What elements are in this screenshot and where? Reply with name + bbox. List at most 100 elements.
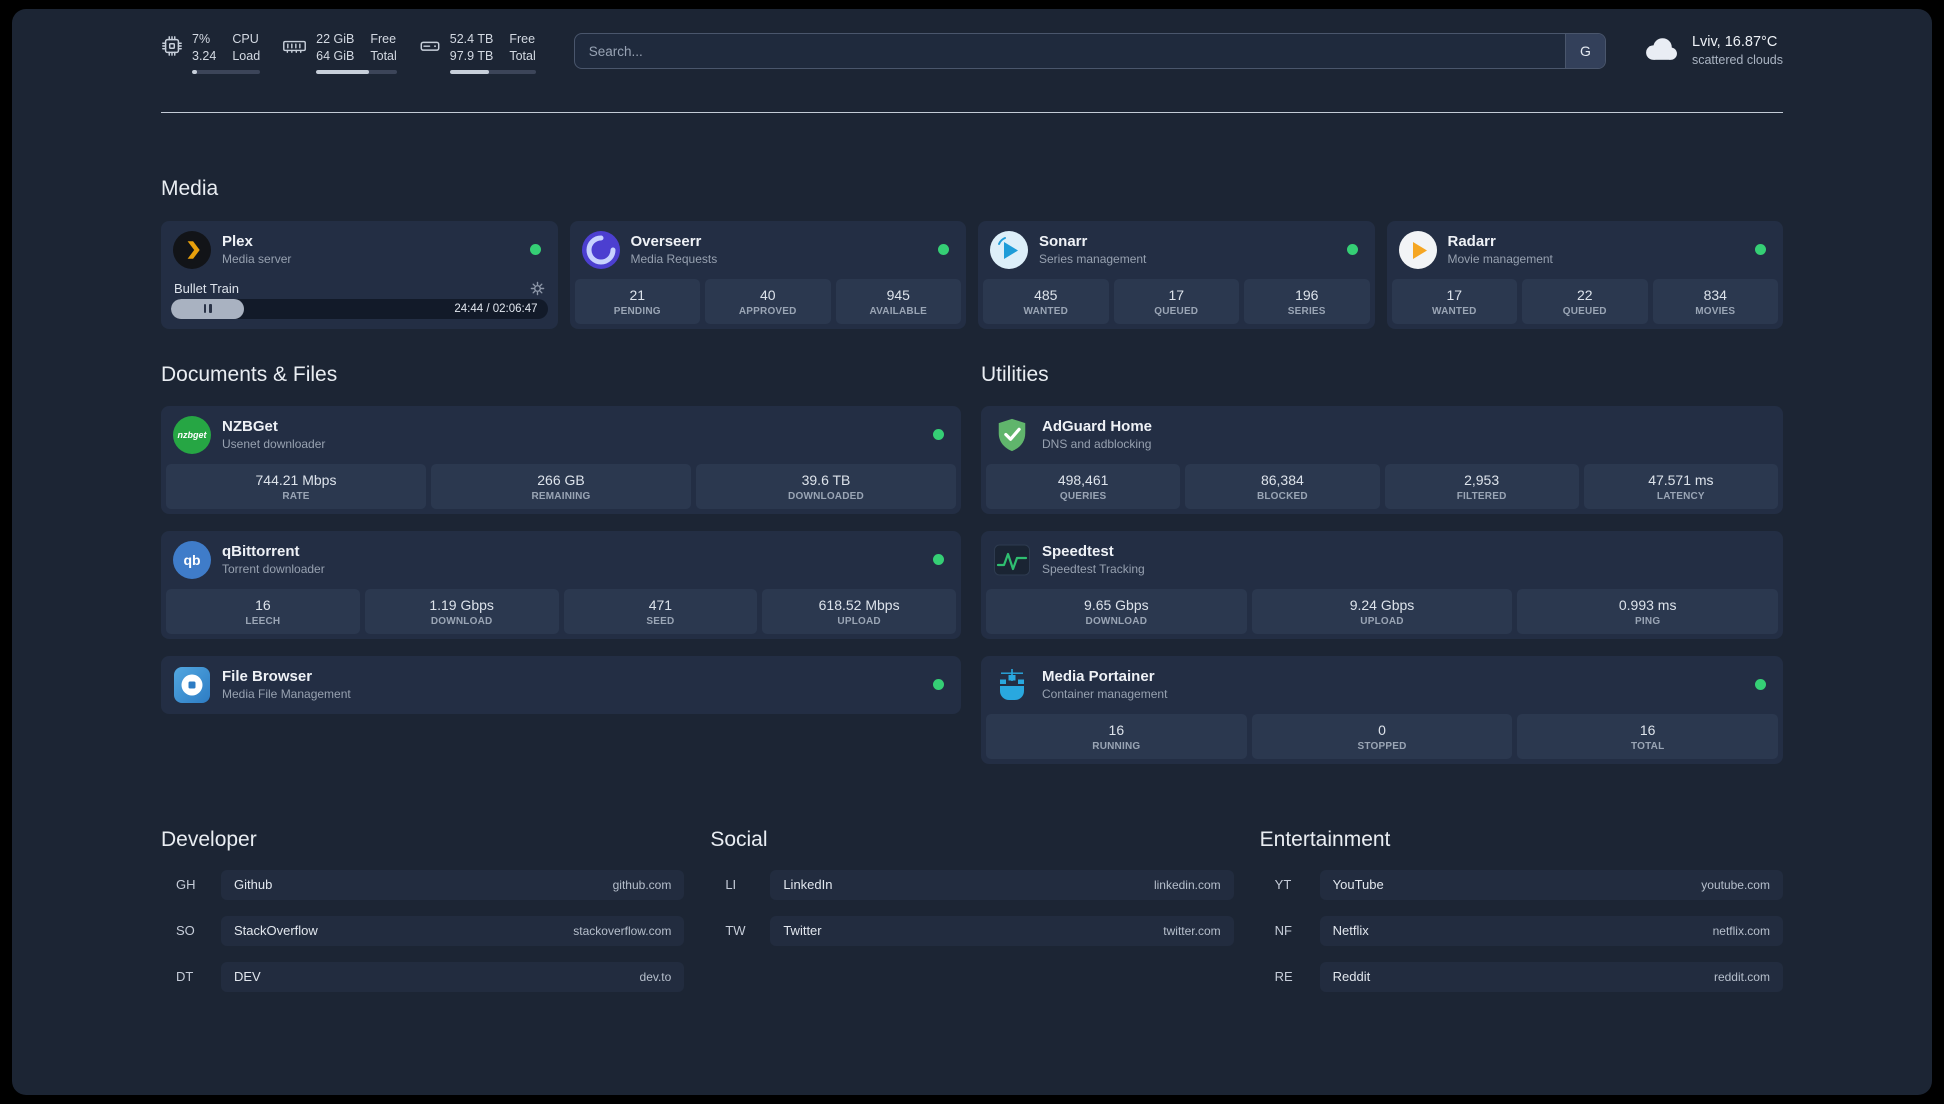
service-link-plex[interactable]: Plex Media server <box>161 221 558 279</box>
stat-value: 2,953 <box>1464 471 1500 488</box>
bookmark-abbr: GH <box>176 877 196 893</box>
dashboard: 7% 3.24 CPU Load <box>12 9 1932 1095</box>
service-subtitle: DNS and adblocking <box>1042 437 1152 452</box>
stat-tile: 471 SEED <box>563 588 758 634</box>
search-provider-button[interactable]: G <box>1564 34 1605 68</box>
topbar-divider <box>161 111 1783 113</box>
service-link-speedtest[interactable]: Speedtest Speedtest Tracking <box>981 531 1783 589</box>
bookmark-github[interactable]: GH Github github.com <box>161 869 685 900</box>
service-name: File Browser <box>222 668 313 686</box>
stat-tile: 0.993 ms PING <box>1517 588 1779 634</box>
gear-icon[interactable] <box>530 281 545 296</box>
stat-label: UPLOAD <box>1360 615 1404 627</box>
stat-tile: 17 QUEUED <box>1113 278 1239 324</box>
bookmark-netflix[interactable]: NF Netflix netflix.com <box>1260 915 1783 946</box>
stat-tile: 9.24 Gbps UPLOAD <box>1251 588 1513 634</box>
section-title-documents: Documents & Files <box>161 362 338 386</box>
stat-tile: 86,384 BLOCKED <box>1185 463 1380 509</box>
status-dot <box>938 244 949 256</box>
service-link-portainer[interactable]: Media Portainer Container management <box>981 656 1783 714</box>
bookmark-linkedin[interactable]: LI LinkedIn linkedin.com <box>710 869 1234 900</box>
stat-label: RATE <box>282 490 310 502</box>
service-card-adguard: AdGuard Home DNS and adblocking 498,461 … <box>981 405 1783 514</box>
service-card-overseerr: Overseerr Media Requests 21 PENDING 40 A… <box>569 220 967 329</box>
bookmark-url: reddit.com <box>1713 969 1770 984</box>
status-dot <box>1755 244 1766 256</box>
service-link-adguard[interactable]: AdGuard Home DNS and adblocking <box>981 406 1783 464</box>
search-input[interactable] <box>574 34 1565 68</box>
stat-value: 0.993 ms <box>1618 596 1677 613</box>
stat-tile: 266 GB REMAINING <box>431 463 691 509</box>
stat-tile: 16 TOTAL <box>1517 713 1779 759</box>
bookmark-abbr: SO <box>176 923 195 939</box>
stat-value: 16 <box>255 596 271 613</box>
stat-value: 266 GB <box>537 471 585 488</box>
stat-label: FILTERED <box>1456 490 1507 502</box>
service-name: Radarr <box>1447 233 1496 251</box>
svg-text:qb: qb <box>183 552 200 568</box>
memory-free: 22 GiB <box>316 32 355 46</box>
stat-tile: 39.6 TB DOWNLOADED <box>696 463 956 509</box>
disk-progress-fill <box>449 69 490 74</box>
disk-labels: Free Total <box>509 32 535 64</box>
service-card-qbittorrent: qb qBittorrent Torrent downloader <box>161 530 961 639</box>
stat-value: 21 <box>629 286 646 303</box>
plex-chevron-icon <box>173 230 211 269</box>
service-card-nzbget: nzbget NZBGet Usenet downloader 74 <box>161 405 961 514</box>
playback-progress-bar[interactable]: 24:44 / 02:06:47 <box>171 298 548 319</box>
bookmark-name: StackOverflow <box>234 923 318 939</box>
stat-label: REMAINING <box>531 490 591 502</box>
bookmarks-section: Developer GH Github github.com SO StackO… <box>161 828 1783 992</box>
stat-tile: 834 MOVIES <box>1652 278 1778 324</box>
service-name: Overseerr <box>630 233 702 251</box>
service-subtitle: Movie management <box>1447 252 1553 267</box>
stat-tile: 945 AVAILABLE <box>835 278 961 324</box>
service-link-sonarr[interactable]: Sonarr Series management <box>978 221 1375 279</box>
bookmark-reddit[interactable]: RE Reddit reddit.com <box>1260 961 1783 992</box>
service-subtitle: Usenet downloader <box>222 437 326 452</box>
service-subtitle: Series management <box>1039 252 1147 267</box>
stat-tile: 21 PENDING <box>574 278 700 324</box>
bookmark-dev[interactable]: DT DEV dev.to <box>161 961 685 992</box>
stat-value: 196 <box>1295 286 1319 303</box>
disk-label: Free <box>509 32 536 46</box>
bookmark-youtube[interactable]: YT YouTube youtube.com <box>1260 869 1783 900</box>
stat-label: STOPPED <box>1357 740 1407 752</box>
status-dot <box>1346 244 1358 256</box>
memory-progress-bar <box>316 69 397 74</box>
stat-tile: 618.52 Mbps UPLOAD <box>762 588 956 634</box>
stat-label: WANTED <box>1431 305 1477 317</box>
service-link-radarr[interactable]: Radarr Movie management <box>1387 221 1784 279</box>
stat-value: 40 <box>759 286 776 303</box>
stat-value: 744.21 Mbps <box>255 471 337 488</box>
stat-label: DOWNLOAD <box>1085 615 1148 627</box>
bookmark-name: Twitter <box>783 923 822 939</box>
bookmark-stackoverflow[interactable]: SO StackOverflow stackoverflow.com <box>161 915 685 946</box>
status-dot <box>933 554 944 566</box>
bookmark-twitter[interactable]: TW Twitter twitter.com <box>710 915 1234 946</box>
disk-widget: 52.4 TB 97.9 TB Free Total <box>419 32 536 74</box>
stat-label: QUEUED <box>1562 305 1607 317</box>
bookmark-abbr: DT <box>176 969 194 985</box>
stat-tile: 47.571 ms LATENCY <box>1583 463 1778 509</box>
stat-value: 86,384 <box>1260 471 1304 488</box>
cpu-progress-bar <box>192 69 261 74</box>
service-subtitle: Speedtest Tracking <box>1042 562 1145 577</box>
stat-value: 16 <box>1639 721 1656 738</box>
stat-label: APPROVED <box>738 305 797 317</box>
service-link-qbittorrent[interactable]: qb qBittorrent Torrent downloader <box>161 531 961 589</box>
service-link-filebrowser[interactable]: File Browser Media File Management <box>161 656 961 714</box>
service-link-overseerr[interactable]: Overseerr Media Requests <box>570 221 967 279</box>
search-bar: G <box>573 33 1606 69</box>
stat-tile: 196 SERIES <box>1244 278 1370 324</box>
stat-label: DOWNLOAD <box>430 615 493 627</box>
status-dot <box>933 429 944 441</box>
pause-icon[interactable] <box>203 304 212 314</box>
service-card-portainer: Media Portainer Container management 16 … <box>981 655 1783 764</box>
stat-value: 498,461 <box>1057 471 1109 488</box>
bookmark-url: github.com <box>612 877 672 892</box>
service-link-nzbget[interactable]: nzbget NZBGet Usenet downloader <box>161 406 961 464</box>
bookmark-name: DEV <box>234 969 261 985</box>
stat-tile: 744.21 Mbps RATE <box>166 463 426 509</box>
filebrowser-logo-icon <box>173 666 211 704</box>
